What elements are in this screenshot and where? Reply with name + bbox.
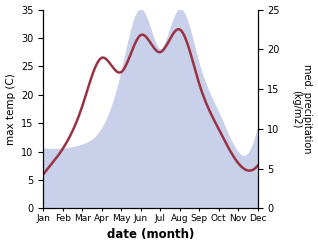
Y-axis label: max temp (C): max temp (C): [5, 73, 16, 145]
Y-axis label: med. precipitation
(kg/m2): med. precipitation (kg/m2): [291, 64, 313, 154]
X-axis label: date (month): date (month): [107, 228, 194, 242]
